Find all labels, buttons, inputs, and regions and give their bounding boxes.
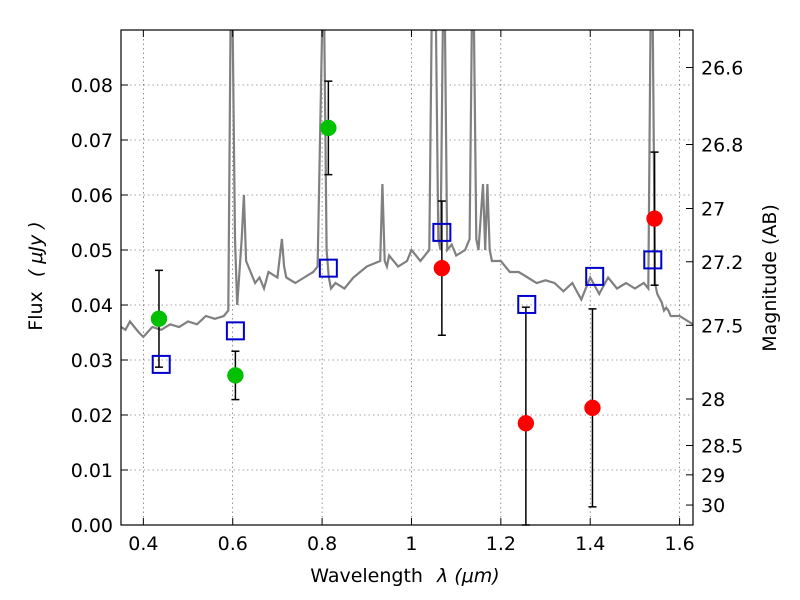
y-tick-label: 0.07 [71, 130, 113, 152]
axes-frame [120, 29, 694, 526]
data-point [320, 119, 337, 137]
spectrum-line [121, 30, 693, 339]
data-point [646, 210, 663, 227]
x-tick-label: 0.8 [307, 533, 337, 555]
ticks-group: 0.4 0.6 0.8 1 1.2 1.4 1.6 0.00 0.01 0.02 0.03 0.04 0… [71, 30, 743, 555]
grid-group [121, 30, 693, 526]
y2-tick-label: 29 [701, 465, 725, 487]
data-point [433, 259, 451, 277]
y-tick-label: 0.01 [71, 460, 113, 482]
data-point [227, 367, 244, 384]
y2-tick-label: 28 [701, 389, 725, 411]
y2-tick-label: 27.2 [701, 252, 743, 274]
data-point [584, 399, 601, 417]
data-point [517, 415, 535, 432]
y-tick-label: 0.03 [71, 350, 113, 372]
model-square-point [432, 222, 452, 242]
model-square-point [318, 258, 338, 278]
model-square-point [225, 321, 245, 341]
data-point [150, 310, 168, 327]
x-axis-title: Wavelength λ (μm) [310, 565, 499, 587]
model-square-point [151, 354, 171, 374]
x-tick-label: 1 [405, 533, 417, 555]
x-tick-label: 0.4 [128, 533, 158, 555]
x-tick-label: 0.6 [218, 533, 248, 555]
x-axis-title-math: λ (μm) [436, 565, 500, 587]
y2-axis-title: Magnitude (AB) [759, 204, 781, 352]
y-tick-label: 0.05 [71, 240, 113, 262]
model-square-point [517, 294, 537, 314]
y2-tick-label: 26.6 [701, 58, 743, 80]
x-tick-label: 1.6 [664, 533, 694, 555]
x-tick-label: 1.4 [575, 533, 605, 555]
y-tick-label: 0.04 [71, 295, 113, 317]
model-square-point [585, 266, 605, 286]
y-axis-title-math: ( μJy ) [25, 221, 47, 277]
model-square-point [643, 250, 663, 270]
y-tick-label: 0.00 [71, 515, 113, 537]
x-axis-title-text: Wavelength [310, 565, 423, 587]
y-tick-label: 0.02 [71, 405, 113, 427]
y2-tick-label: 26.8 [701, 134, 743, 156]
y2-tick-label: 30 [701, 495, 725, 517]
y-axis-title-text: Flux [25, 291, 47, 331]
y-tick-label: 0.06 [71, 185, 113, 207]
y2-tick-label: 28.5 [701, 436, 743, 458]
x-tick-label: 1.2 [486, 533, 516, 555]
y-tick-label: 0.08 [71, 75, 113, 97]
y-axis-title: Flux ( μJy ) [25, 221, 47, 330]
y2-tick-label: 27.5 [701, 315, 743, 337]
plot-area [121, 30, 693, 526]
y2-tick-label: 27 [701, 199, 725, 221]
